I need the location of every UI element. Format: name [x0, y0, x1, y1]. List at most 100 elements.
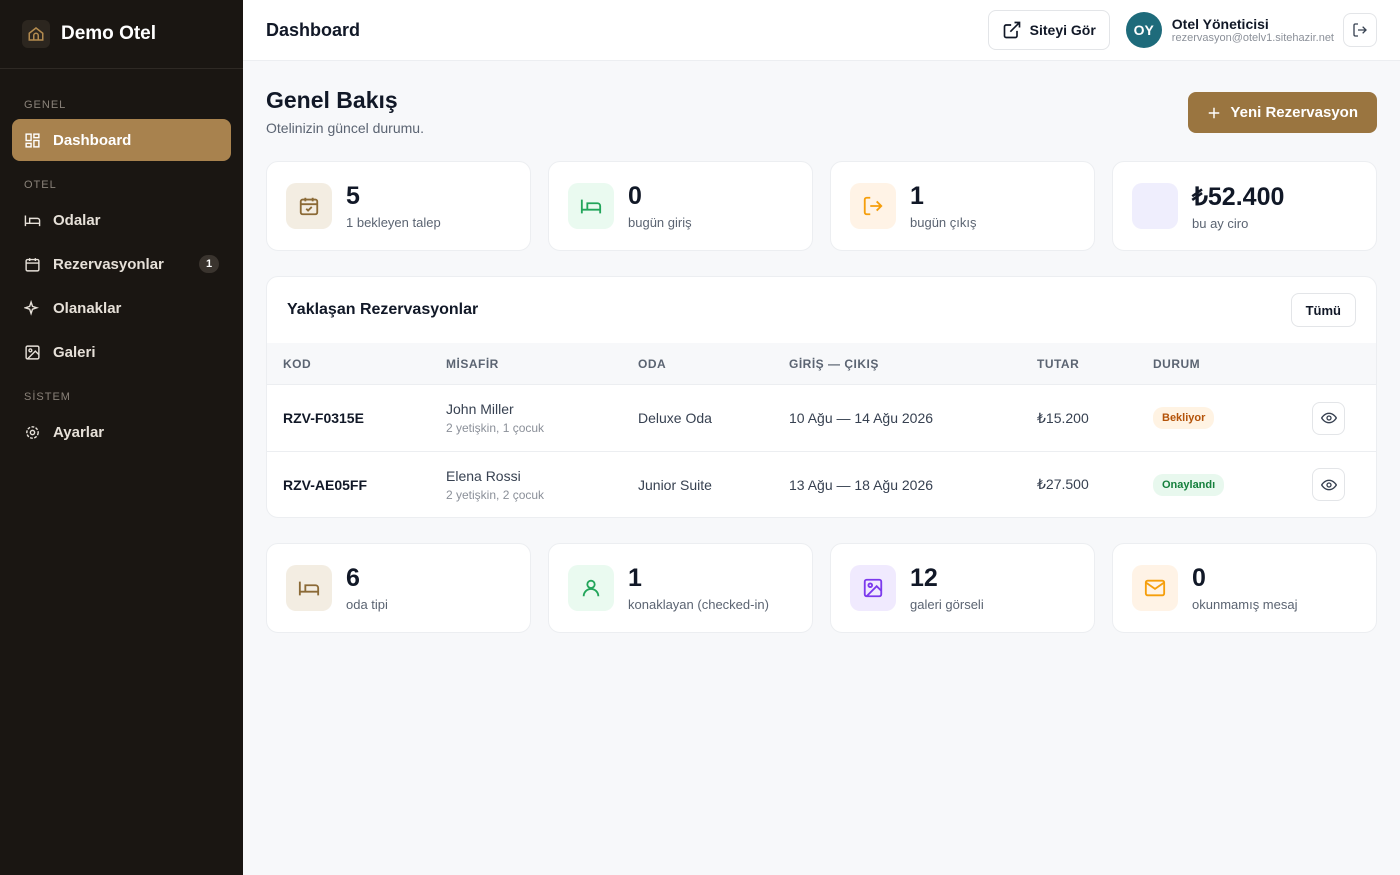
stat-value: 5	[346, 182, 360, 210]
nav-section-title: OTEL	[24, 179, 57, 191]
main: Dashboard Siteyi Gör OY Otel Yöneticisi r…	[243, 0, 1400, 875]
stat-label: oda tipi	[346, 597, 388, 612]
stat-value: 1	[910, 182, 924, 210]
stat-value: 0	[1192, 564, 1206, 592]
guest-detail: 2 yetişkin, 1 çocuk	[446, 421, 545, 435]
stat-icon	[1132, 183, 1178, 229]
column-header: ODA	[638, 356, 667, 371]
stat-card: 1 konaklayan (checked-in)	[548, 543, 813, 633]
column-header: KOD	[283, 356, 312, 371]
nav-item[interactable]: Galeri	[12, 331, 231, 373]
stat-value: 6	[346, 564, 360, 592]
stat-icon	[568, 565, 614, 611]
brand[interactable]: Demo Otel	[0, 0, 243, 69]
nav-label: Ayarlar	[53, 423, 105, 441]
stat-label: konaklayan (checked-in)	[628, 597, 769, 612]
sidebar: Demo Otel GENEL Dashboard OTEL Odalar Re…	[0, 0, 243, 875]
nav-item[interactable]: Dashboard	[12, 119, 231, 161]
nav-item[interactable]: Rezervasyonlar 1	[12, 243, 231, 285]
stat-icon	[850, 183, 896, 229]
user-name: Otel Yöneticisi	[1171, 16, 1269, 32]
view-site-button[interactable]: Siteyi Gör	[987, 10, 1110, 50]
room: Deluxe Oda	[638, 410, 712, 426]
table-header: KOD MİSAFİR ODA GİRİŞ — ÇIKIŞ TUTAR DURU…	[267, 343, 1376, 385]
table-row: RZV-AE05FF Elena Rossi 2 yetişkin, 2 çocu…	[267, 451, 1376, 517]
guest-name: Elena Rossi	[446, 467, 521, 484]
table-toolbar: Yaklaşan Rezervasyonlar Tümü	[267, 277, 1376, 343]
view-all-button[interactable]: Tümü	[1290, 293, 1356, 327]
nav-item[interactable]: Olanaklar	[12, 287, 231, 329]
stat-card: 12 galeri görseli	[830, 543, 1095, 633]
button-label: Siteyi Gör	[1029, 22, 1096, 38]
reservation-code: RZV-F0315E	[283, 410, 364, 426]
avatar: OY	[1125, 12, 1162, 48]
reservations-table: Yaklaşan Rezervasyonlar Tümü KOD MİSAFİR …	[266, 276, 1377, 518]
stat-icon	[568, 183, 614, 229]
summary-cards: 6 oda tipi 1 konaklayan (checked-in) 12 gal…	[266, 543, 1377, 633]
stat-value: 0	[628, 182, 642, 210]
stat-label: bugün çıkış	[910, 215, 977, 230]
stat-icon	[850, 565, 896, 611]
nav-label: Galeri	[53, 343, 96, 361]
nav-label: Olanaklar	[53, 299, 122, 317]
nav-section-title: SİSTEM	[24, 391, 71, 403]
column-header: MİSAFİR	[446, 356, 499, 371]
page-header: Genel Bakış Otelinizin güncel durumu. Yen…	[266, 87, 1377, 136]
stat-card: 0 okunmamış mesaj	[1112, 543, 1377, 633]
user-info: Otel Yöneticisi rezervasyon@otelv1.siteha…	[1172, 16, 1334, 44]
stat-icon	[1132, 565, 1178, 611]
nav-item[interactable]: Ayarlar	[12, 411, 231, 453]
stat-label: galeri görseli	[910, 597, 984, 612]
brand-name: Demo Otel	[61, 23, 157, 44]
stat-cards: 5 1 bekleyen talep 0 bugün giriş 1 bugün çı…	[266, 161, 1377, 251]
guest-name: John Miller	[446, 401, 514, 417]
brand-logo	[22, 20, 50, 48]
view-button[interactable]	[1312, 468, 1345, 501]
stat-label: 1 bekleyen talep	[346, 215, 441, 230]
status-badge: Bekliyor	[1153, 407, 1215, 429]
nav-item[interactable]: Odalar	[12, 199, 231, 241]
stat-card: ₺52.400 bu ay ciro	[1112, 161, 1377, 251]
table-row: RZV-F0315E John Miller 2 yetişkin, 1 çocu…	[267, 385, 1376, 451]
page-title: Genel Bakış	[266, 87, 398, 113]
stat-icon	[286, 183, 332, 229]
nav-badge: 1	[199, 255, 219, 273]
topbar-title: Dashboard	[266, 19, 361, 40]
page-subtitle: Otelinizin güncel durumu.	[266, 120, 424, 136]
guest-detail: 2 yetişkin, 2 çocuk	[446, 487, 545, 502]
view-button[interactable]	[1312, 401, 1345, 435]
stat-card: 0 bugün giriş	[548, 161, 813, 251]
column-header: TUTAR	[1037, 356, 1080, 371]
stat-value: 1	[628, 564, 642, 592]
amount: ₺15.200	[1037, 409, 1089, 426]
room: Junior Suite	[638, 476, 712, 493]
stat-value: 12	[910, 564, 938, 592]
nav-label: Dashboard	[53, 131, 132, 149]
stat-label: bu ay ciro	[1192, 215, 1249, 231]
dates: 10 Ağu — 14 Ağu 2026	[789, 410, 934, 426]
content: Genel Bakış Otelinizin güncel durumu. Yen…	[243, 61, 1400, 633]
user-email: rezervasyon@otelv1.sitehazir.net	[1171, 32, 1334, 44]
table-title: Yaklaşan Rezervasyonlar	[287, 301, 479, 318]
stat-card: 1 bugün çıkış	[830, 161, 1095, 251]
status-badge: Onaylandı	[1153, 473, 1225, 496]
stat-label: bugün giriş	[628, 215, 692, 230]
stat-icon	[286, 565, 332, 611]
new-reservation-button[interactable]: Yeni Rezervasyon	[1188, 92, 1377, 133]
dates: 13 Ağu — 18 Ağu 2026	[789, 476, 934, 493]
reservation-code: RZV-AE05FF	[283, 476, 368, 493]
column-header: GİRİŞ — ÇIKIŞ	[789, 356, 879, 371]
stat-label: okunmamış mesaj	[1192, 597, 1298, 612]
nav-label: Odalar	[53, 211, 101, 229]
column-header: DURUM	[1153, 356, 1201, 371]
nav-label: Rezervasyonlar	[53, 255, 164, 273]
nav-section-title: GENEL	[24, 99, 67, 111]
stat-card: 6 oda tipi	[266, 543, 531, 633]
stat-value: ₺52.400	[1192, 182, 1285, 211]
button-label: Yeni Rezervasyon	[1230, 104, 1358, 121]
logout-button[interactable]	[1343, 13, 1377, 47]
topbar: Dashboard Siteyi Gör OY Otel Yöneticisi r…	[243, 0, 1400, 61]
amount: ₺27.500	[1037, 476, 1089, 492]
